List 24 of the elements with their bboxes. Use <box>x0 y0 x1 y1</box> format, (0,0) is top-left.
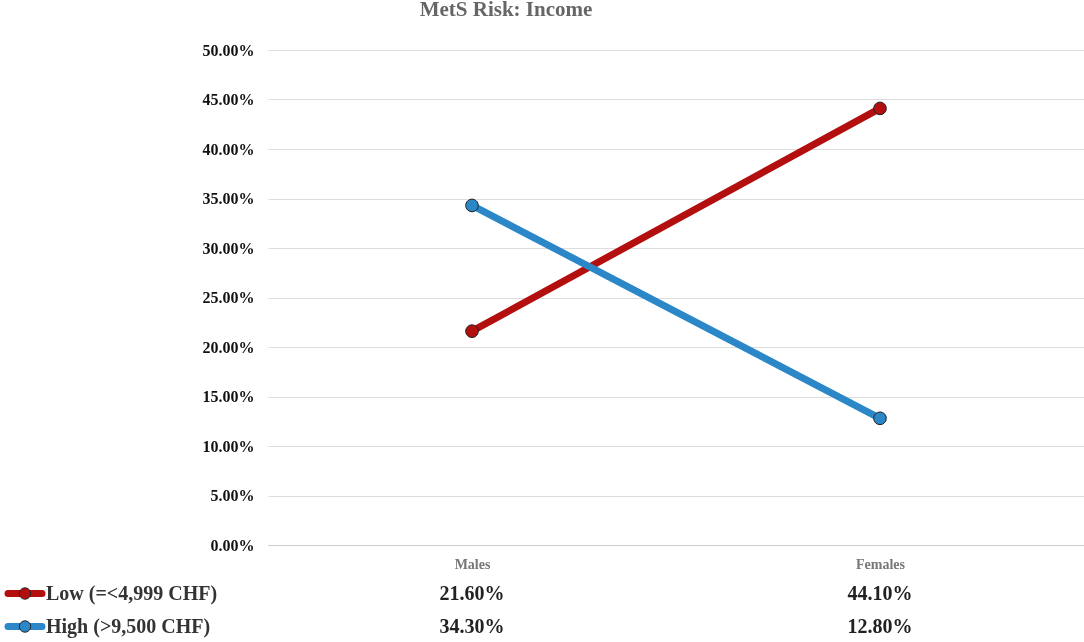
data-label: 34.30% <box>439 614 505 637</box>
legend-label: High (>9,500 CHF) <box>46 614 211 638</box>
y-tick-label: 5.00% <box>210 487 255 504</box>
y-tick-label: 30.00% <box>202 239 255 257</box>
x-tick-label: Males <box>454 556 491 572</box>
point <box>465 324 479 338</box>
point <box>873 101 887 116</box>
x-tick-label: Females <box>856 556 906 572</box>
data-label: 44.10% <box>847 581 913 604</box>
data-label: 21.60% <box>439 581 505 604</box>
data-label: 12.80% <box>847 614 913 637</box>
point <box>873 411 887 426</box>
y-tick-label: 40.00% <box>202 140 255 158</box>
y-tick-label: 20.00% <box>202 338 255 356</box>
legend-label: Low (=<4,999 CHF) <box>46 581 218 605</box>
y-tick-label: 50.00% <box>202 41 255 59</box>
y-tick-label: 25.00% <box>202 289 255 306</box>
y-tick-label: 10.00% <box>202 437 255 455</box>
y-tick-label: 0.00% <box>210 536 255 554</box>
point <box>465 198 479 213</box>
y-tick-label: 15.00% <box>202 388 255 405</box>
y-tick-label: 45.00% <box>202 91 255 108</box>
y-tick-label: 35.00% <box>202 190 255 207</box>
chart-title: MetS Risk: Income <box>419 0 593 21</box>
